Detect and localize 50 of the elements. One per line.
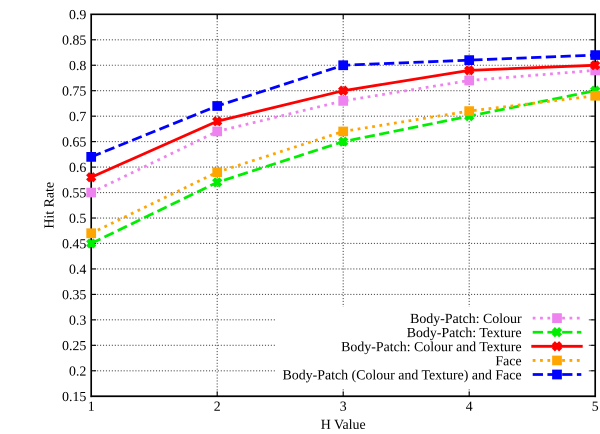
legend-label: Face <box>496 356 522 366</box>
point <box>86 152 96 162</box>
y-tick-label: 0.15 <box>62 392 86 402</box>
point <box>338 60 348 70</box>
x-axis-title: H Value <box>321 419 366 430</box>
point <box>86 188 96 198</box>
x-tick-label: 3 <box>340 402 346 411</box>
point <box>86 172 96 182</box>
point <box>212 116 222 126</box>
point <box>212 126 222 136</box>
y-tick-label: 0.9 <box>70 10 86 20</box>
y-tick-label: 0.75 <box>62 86 86 96</box>
point <box>464 55 474 66</box>
legend-label: Body-Patch: Colour and Texture <box>342 342 522 354</box>
y-tick-label: 0.3 <box>70 315 86 325</box>
point <box>212 178 222 188</box>
point <box>86 228 96 238</box>
point <box>338 136 348 146</box>
point <box>86 238 96 248</box>
y-tick-label: 0.35 <box>62 290 86 300</box>
y-tick-label: 0.5 <box>70 214 86 224</box>
point <box>212 101 222 111</box>
point <box>338 86 348 96</box>
x-tick-label: 5 <box>592 402 598 411</box>
point <box>464 106 474 116</box>
y-tick-label: 0.2 <box>70 366 86 376</box>
legend-label: Body-Patch (Colour and Texture) and Face <box>282 370 522 382</box>
x-tick-label: 2 <box>214 402 220 411</box>
y-tick-label: 0.25 <box>62 340 86 350</box>
y-tick-label: 0.65 <box>62 137 86 147</box>
y-axis-title: Hit Rate <box>44 182 54 228</box>
y-tick-label: 0.55 <box>62 188 86 198</box>
point <box>212 167 222 178</box>
point <box>338 126 348 136</box>
point <box>464 76 474 86</box>
point <box>338 96 348 106</box>
x-tick-label: 1 <box>88 402 94 411</box>
y-tick-label: 0.7 <box>70 112 86 122</box>
y-tick-label: 0.8 <box>70 60 86 70</box>
y-tick-label: 0.45 <box>62 239 86 248</box>
point <box>590 60 600 70</box>
x-tick-label: 4 <box>466 402 472 411</box>
y-tick-label: 0.4 <box>70 264 86 274</box>
point <box>590 50 600 60</box>
point <box>464 65 474 76</box>
y-tick-label: 0.85 <box>62 35 86 45</box>
legend-label: Body-Patch: Texture <box>407 327 522 340</box>
y-tick-label: 0.6 <box>70 162 86 172</box>
point <box>590 90 600 101</box>
legend-label: Body-Patch: Colour <box>410 313 522 326</box>
